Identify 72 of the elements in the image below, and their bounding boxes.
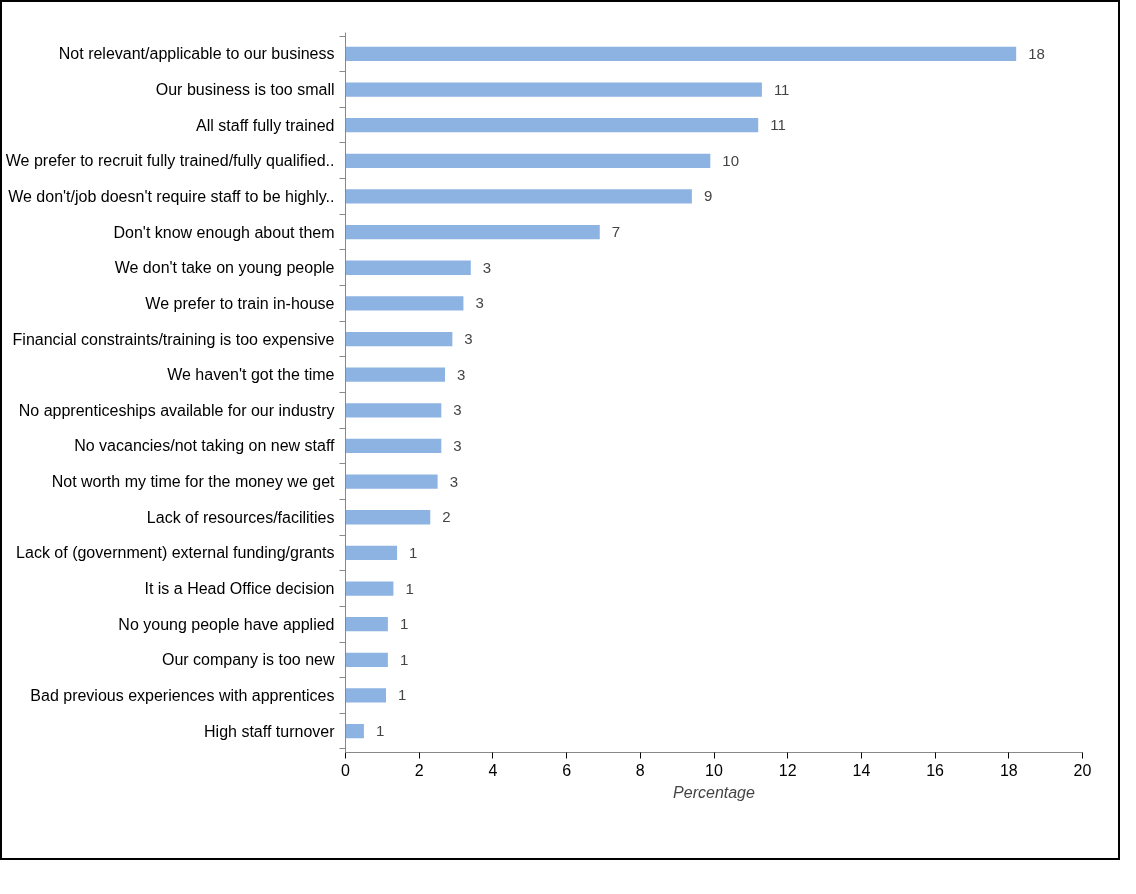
- data-label: 10: [722, 151, 739, 169]
- data-label: 3: [449, 472, 458, 490]
- x-tick-label: 18: [999, 761, 1018, 779]
- y-tick-label: Don't know enough about them: [113, 223, 335, 241]
- y-tick-label: We prefer to recruit fully trained/fully qualified..: [5, 152, 335, 170]
- y-tick-label: Financial constraints/training is too expensive: [12, 330, 335, 348]
- bar: [345, 723, 364, 739]
- y-tick-label: Not relevant/applicable to our business: [58, 45, 335, 63]
- data-label: 1: [409, 543, 418, 561]
- y-tick-label: Our business is too small: [155, 81, 335, 99]
- data-label: 3: [453, 436, 462, 454]
- data-label: 11: [770, 116, 786, 134]
- y-tick-label: Not worth my time for the money we get: [51, 473, 336, 491]
- bar: [345, 617, 388, 632]
- bar: [345, 367, 445, 382]
- x-tick-label: 16: [926, 761, 945, 779]
- y-tick-label: It is a Head Office decision: [144, 580, 335, 598]
- bar: [345, 118, 759, 133]
- x-tick-label: 10: [705, 761, 723, 779]
- bar: [345, 688, 387, 703]
- x-tick-label: 4: [488, 761, 498, 779]
- bar: [345, 510, 431, 525]
- data-label: 9: [703, 187, 713, 205]
- y-tick-label: We don't take on young people: [114, 259, 335, 277]
- x-tick-label: 12: [778, 761, 797, 779]
- bar: [345, 224, 600, 240]
- y-tick-label: No apprenticeships available for our industry: [18, 401, 335, 419]
- x-tick-label: 20: [1073, 761, 1092, 779]
- data-label: 3: [475, 294, 484, 312]
- bar: [345, 189, 692, 204]
- x-tick-label: 8: [635, 761, 645, 779]
- bar: [345, 153, 711, 168]
- x-tick-label: 6: [562, 761, 572, 779]
- data-label: 3: [464, 330, 473, 348]
- y-tick-label: We haven't got the time: [167, 366, 335, 384]
- y-tick-label: No vacancies/not taking on new staff: [74, 437, 336, 455]
- data-label: 1: [405, 579, 414, 597]
- bar: [345, 82, 762, 97]
- bar: [345, 581, 394, 596]
- y-tick-label: Bad previous experiences with apprentices: [30, 686, 335, 704]
- y-tick-label: Lack of resources/facilities: [146, 508, 335, 526]
- data-label: 18: [1028, 44, 1045, 62]
- data-label: 3: [453, 401, 462, 419]
- bar: [345, 260, 471, 275]
- bar: [345, 296, 464, 311]
- x-axis-title: Percentage: [673, 783, 756, 801]
- bar: [345, 403, 442, 418]
- data-label: 11: [773, 80, 790, 98]
- y-tick-label: We prefer to train in-house: [145, 294, 335, 312]
- data-label: 1: [399, 615, 409, 633]
- data-label: 1: [375, 722, 385, 740]
- y-tick-label: We don't/job doesn't require staff to be highly..: [8, 187, 335, 205]
- bar: [345, 652, 388, 667]
- data-label: 7: [611, 223, 621, 241]
- y-tick-label: Our company is too new: [161, 651, 335, 669]
- y-tick-label: High staff turnover: [204, 722, 336, 740]
- y-tick-label: No young people have applied: [118, 615, 335, 633]
- data-label: 2: [442, 508, 451, 526]
- x-tick-label: 0: [341, 761, 351, 779]
- bar: [345, 46, 1017, 62]
- bar: [345, 545, 398, 561]
- data-label: 3: [482, 258, 492, 276]
- data-label: 1: [398, 686, 407, 704]
- x-tick-label: 14: [852, 761, 871, 779]
- y-tick-label: Lack of (government) external funding/grants: [16, 544, 335, 562]
- bar: [345, 474, 438, 489]
- bar: [345, 438, 442, 454]
- bar: [345, 331, 453, 347]
- data-label: 3: [456, 365, 466, 383]
- y-tick-label: All staff fully trained: [196, 116, 335, 134]
- x-tick-label: 2: [414, 761, 424, 779]
- data-label: 1: [399, 650, 409, 668]
